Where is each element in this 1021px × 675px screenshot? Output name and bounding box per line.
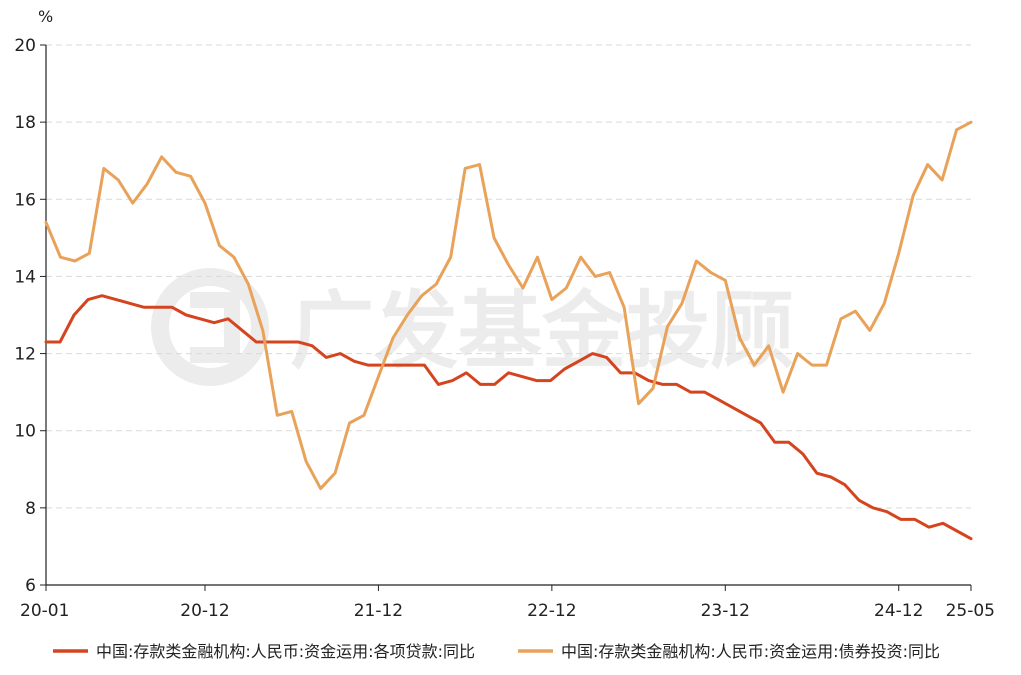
y-tick-label: 8 (25, 499, 36, 519)
y-tick-label: 14 (14, 267, 36, 287)
y-tick-label: 12 (14, 345, 36, 365)
y-tick-label: 20 (14, 36, 36, 56)
x-tick-label: 23-12 (701, 601, 750, 621)
y-tick-label: 6 (25, 576, 36, 596)
y-axis-ticks: 6 8 10 12 14 16 18 20 (14, 36, 46, 596)
x-tick-label: 20-12 (180, 601, 229, 621)
legend-item-bonds[interactable]: 中国:存款类金融机构:人民币:资金运用:债券投资:同比 (518, 642, 940, 661)
series-line-bonds (44, 120, 973, 491)
x-tick-label: 20-01 (20, 601, 69, 621)
legend-label-bonds: 中国:存款类金融机构:人民币:资金运用:债券投资:同比 (561, 642, 940, 661)
x-tick-label: 24-12 (874, 601, 923, 621)
legend-label-loans: 中国:存款类金融机构:人民币:资金运用:各项贷款:同比 (96, 642, 475, 661)
series-layer (44, 120, 973, 541)
watermark: 广发基金投顾 (151, 268, 794, 386)
x-tick-label: 25-05 (946, 601, 995, 621)
legend: 中国:存款类金融机构:人民币:资金运用:各项贷款:同比 中国:存款类金融机构:人… (53, 642, 940, 661)
x-tick-label: 22-12 (527, 601, 576, 621)
series-line-loans (44, 294, 973, 541)
y-tick-label: 10 (14, 422, 36, 442)
legend-item-loans[interactable]: 中国:存款类金融机构:人民币:资金运用:各项贷款:同比 (53, 642, 475, 661)
y-axis-unit-label: % (38, 7, 53, 26)
gridlines (46, 44, 971, 509)
y-tick-label: 16 (14, 190, 36, 210)
x-tick-label: 21-12 (354, 601, 403, 621)
watermark-logo-icon (151, 268, 269, 386)
y-tick-label: 18 (14, 113, 36, 133)
x-axis-ticks: 20-01 20-12 21-12 22-12 23-12 24-12 25-05 (20, 585, 995, 621)
